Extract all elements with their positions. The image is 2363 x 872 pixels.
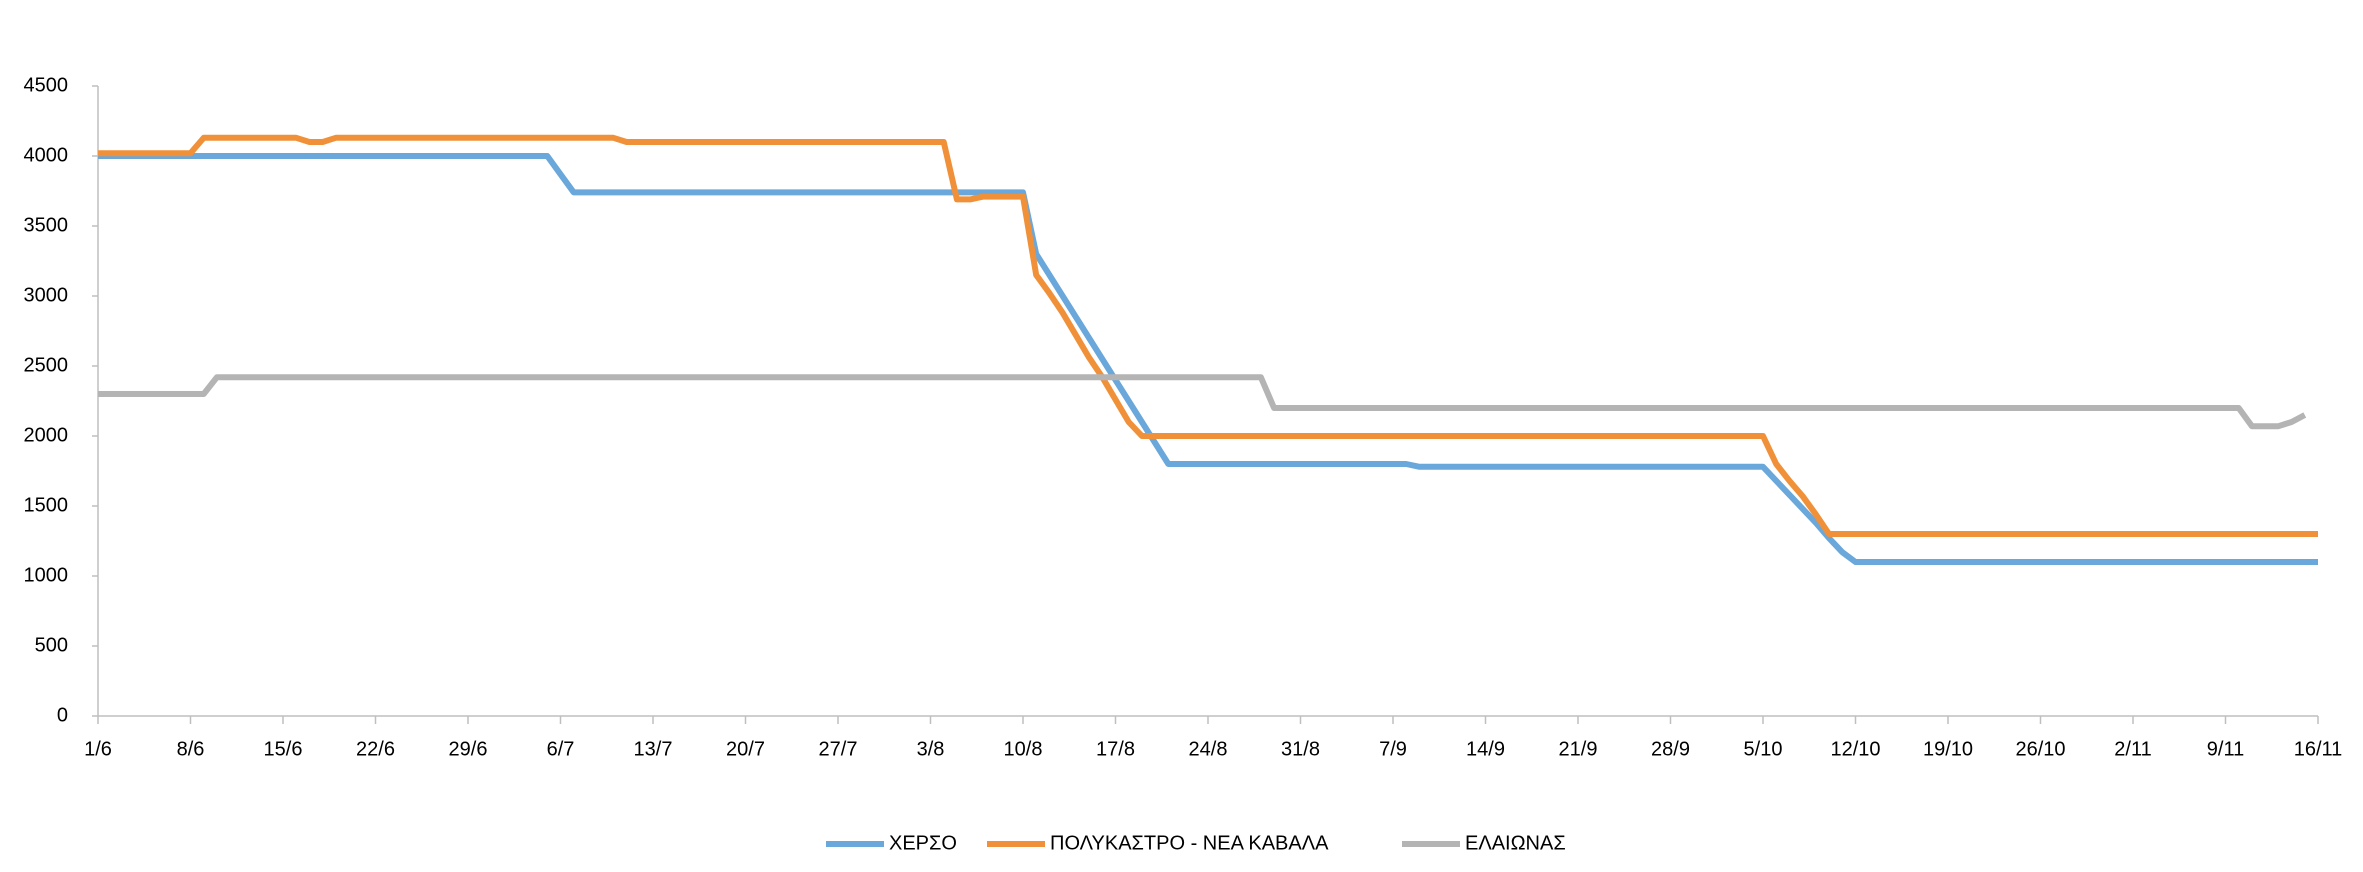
x-tick-label: 3/8	[917, 738, 945, 760]
y-tick-label: 4000	[24, 144, 69, 166]
legend-label: ΧΕΡΣΟ	[889, 832, 957, 854]
x-tick-label: 14/9	[1466, 738, 1505, 760]
x-tick-label: 15/6	[264, 738, 303, 760]
y-tick-label: 0	[57, 704, 68, 726]
y-tick-label: 1500	[24, 494, 69, 516]
y-tick-label: 2500	[24, 354, 69, 376]
x-tick-label: 19/10	[1923, 738, 1973, 760]
y-tick-label: 4500	[24, 74, 69, 96]
x-tick-label: 6/7	[547, 738, 575, 760]
x-tick-label: 5/10	[1744, 738, 1783, 760]
legend-label: ΕΛΑΙΩΝΑΣ	[1465, 832, 1566, 854]
x-tick-label: 1/6	[84, 738, 112, 760]
x-tick-label: 26/10	[2015, 738, 2065, 760]
x-tick-label: 13/7	[634, 738, 673, 760]
y-tick-label: 3000	[24, 284, 69, 306]
x-tick-label: 27/7	[819, 738, 858, 760]
y-tick-label: 2000	[24, 424, 69, 446]
x-tick-label: 9/11	[2207, 738, 2244, 760]
x-tick-label: 8/6	[177, 738, 205, 760]
x-tick-label: 20/7	[726, 738, 765, 760]
y-tick-label: 1000	[24, 564, 69, 586]
y-tick-label: 500	[35, 634, 68, 656]
x-tick-label: 7/9	[1379, 738, 1407, 760]
x-tick-label: 12/10	[1830, 738, 1880, 760]
y-tick-label: 3500	[24, 214, 69, 236]
x-tick-label: 22/6	[356, 738, 395, 760]
x-tick-label: 28/9	[1651, 738, 1690, 760]
x-tick-label: 16/11	[2294, 738, 2343, 760]
x-tick-label: 31/8	[1281, 738, 1320, 760]
x-tick-label: 17/8	[1096, 738, 1135, 760]
series-line	[98, 374, 2307, 430]
x-tick-label: 29/6	[449, 738, 488, 760]
legend-label: ΠΟΛΥΚΑΣΤΡΟ - ΝΕΑ ΚΑΒΑΛΑ	[1050, 832, 1329, 854]
series-line	[98, 134, 2318, 537]
series-line	[98, 153, 2318, 565]
x-tick-label: 24/8	[1189, 738, 1228, 760]
x-tick-label: 10/8	[1004, 738, 1043, 760]
x-tick-label: 21/9	[1559, 738, 1598, 760]
x-tick-label: 2/11	[2114, 738, 2151, 760]
